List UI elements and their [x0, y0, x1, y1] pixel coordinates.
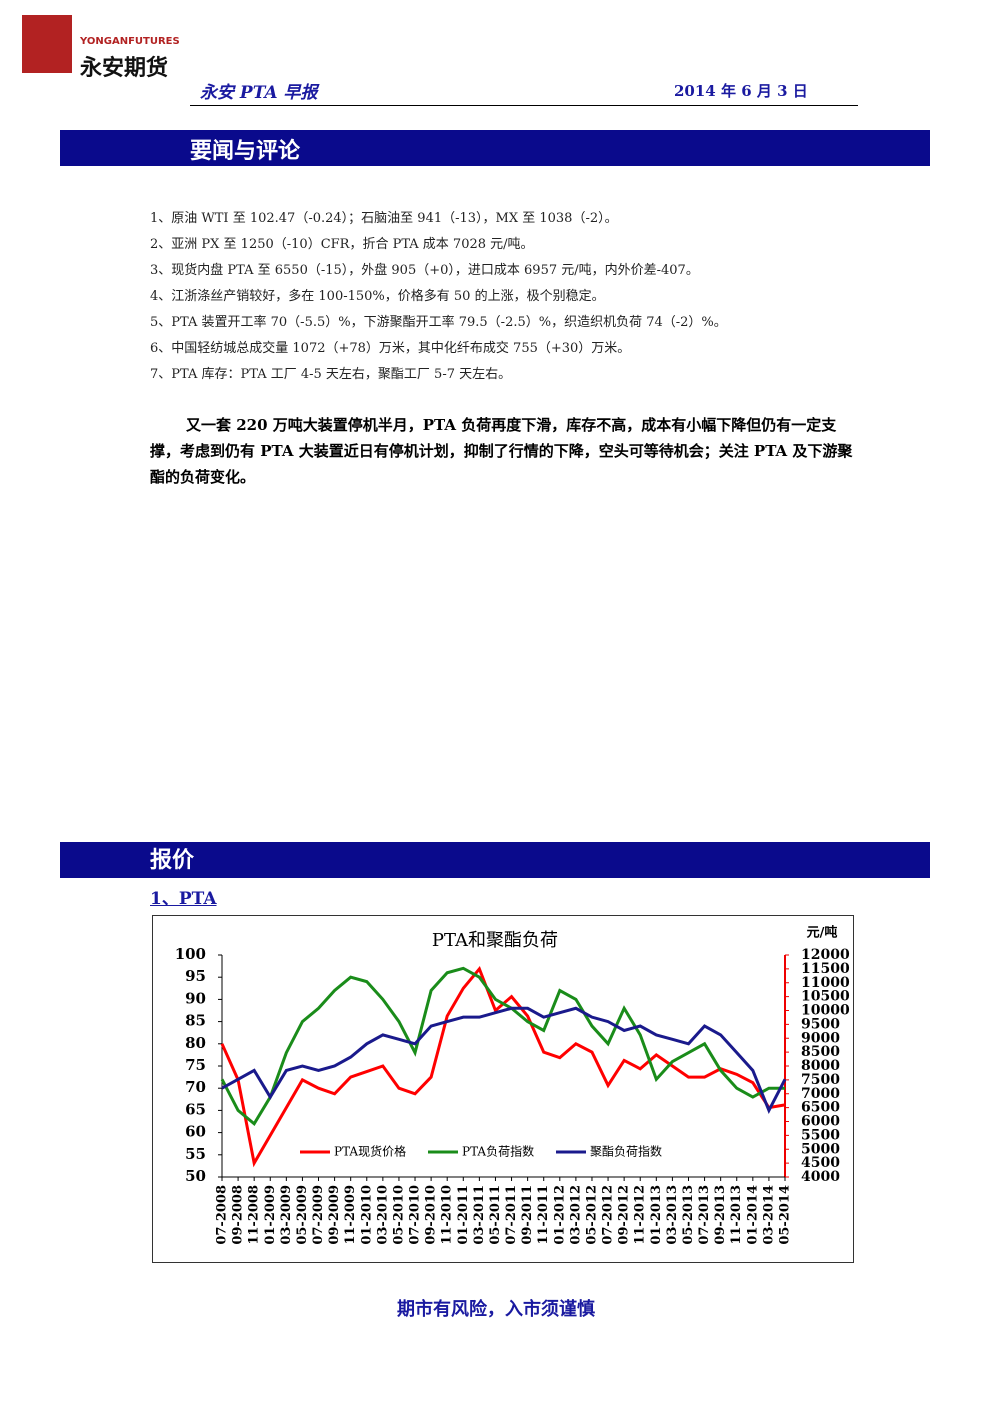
y2-tick-label: 5500 [801, 1127, 840, 1143]
x-tick-label: 09-2009 [327, 1185, 342, 1245]
y-tick-label: 65 [185, 1100, 206, 1118]
x-tick-label: 11-2009 [343, 1185, 358, 1245]
x-tick-label: 01-2010 [359, 1185, 374, 1245]
x-tick-label: 01-2009 [263, 1185, 278, 1245]
x-tick-label: 05-2012 [584, 1185, 599, 1245]
x-tick-label: 11-2013 [729, 1185, 744, 1245]
x-tick-label: 11-2011 [536, 1185, 551, 1245]
y2-tick-label: 9000 [801, 1030, 840, 1046]
y-tick-label: 75 [185, 1056, 206, 1074]
report-title: 永安 PTA 早报 [200, 83, 318, 103]
y-tick-label: 85 [185, 1012, 206, 1030]
x-tick-label: 09-2008 [231, 1185, 246, 1245]
y2-tick-label: 12000 [801, 947, 850, 963]
y-tick-label: 100 [175, 945, 206, 963]
news-item: 3、现货内盘 PTA 至 6550（-15），外盘 905（+0），进口成本 6… [150, 263, 699, 278]
x-tick-label: 03-2009 [279, 1185, 294, 1245]
x-tick-label: 07-2011 [504, 1185, 519, 1245]
x-tick-label: 05-2009 [295, 1185, 310, 1245]
legend-label: PTA现货价格 [334, 1144, 406, 1159]
y2-tick-label: 8500 [801, 1044, 840, 1060]
x-tick-label: 05-2011 [488, 1185, 503, 1245]
x-tick-label: 03-2013 [665, 1185, 680, 1245]
chart-title: PTA和聚酯负荷 [432, 930, 558, 951]
series-line [220, 966, 785, 1126]
y-tick-label: 50 [185, 1167, 206, 1185]
x-tick-label: 11-2010 [440, 1185, 455, 1245]
y2-tick-label: 11500 [801, 961, 850, 977]
news-item: 2、亚洲 PX 至 1250（-10）CFR，折合 PTA 成本 7028 元/… [150, 237, 534, 252]
chart: PTA和聚酯负荷 元/吨 50 55 60 65 70 75 80 85 90 95 100 4000… [152, 915, 854, 1263]
y2-tick-label: 8000 [801, 1058, 840, 1074]
news-item: 6、中国轻纺城总成交量 1072（+78）万米，其中化纤布成交 755（+30）… [150, 341, 631, 356]
x-tick-label: 09-2012 [617, 1185, 632, 1245]
x-tick-label: 07-2009 [311, 1185, 326, 1245]
x-tick-label: 05-2014 [778, 1185, 793, 1245]
header-rule [190, 105, 858, 106]
x-tick-label: 03-2011 [472, 1185, 487, 1245]
legend-label: PTA负荷指数 [462, 1144, 534, 1159]
x-tick-label: 07-2012 [601, 1185, 616, 1245]
y-tick-label: 80 [185, 1034, 206, 1052]
x-tick-label: 05-2013 [681, 1185, 696, 1245]
section-banner: 要闻与评论 [60, 130, 930, 166]
section-subtitle: 1、PTA [150, 889, 217, 909]
news-item: 5、PTA 装置开工率 70（-5.5）%，下游聚酯开工率 79.5（-2.5）… [150, 315, 727, 330]
y-tick-label: 95 [185, 967, 206, 985]
y2-tick-label: 10000 [801, 1003, 850, 1019]
y2-axis-label: 元/吨 [807, 925, 838, 941]
y2-tick-label: 6000 [801, 1114, 840, 1130]
x-tick-label: 07-2013 [697, 1185, 712, 1245]
x-tick-label: 05-2010 [391, 1185, 406, 1245]
news-item: 7、PTA 库存：PTA 工厂 4-5 天左右，聚酯工厂 5-7 天左右。 [150, 367, 512, 382]
x-tick-label: 09-2010 [424, 1185, 439, 1245]
y2-tick-label: 10500 [801, 989, 850, 1005]
x-tick-label: 01-2012 [552, 1185, 567, 1245]
y2-tick-label: 9500 [801, 1016, 840, 1032]
y2-tick-label: 11000 [801, 975, 850, 991]
x-tick-label: 01-2013 [649, 1185, 664, 1245]
logo-cn: 永安期货 [80, 56, 169, 81]
report-date: 2014 年 6 月 3 日 [674, 82, 808, 100]
y2-tick-label: 7000 [801, 1086, 840, 1102]
y-tick-label: 90 [185, 989, 206, 1007]
y2-tick-label: 7500 [801, 1072, 840, 1088]
y2-tick-label: 6500 [801, 1100, 840, 1116]
x-tick-label: 01-2011 [456, 1185, 471, 1245]
logo-en: YONGANFUTURES [80, 36, 180, 47]
x-tick-label: 09-2011 [520, 1185, 535, 1245]
x-tick-label: 07-2010 [408, 1185, 423, 1245]
y2-tick-label: 5000 [801, 1141, 840, 1157]
y2-tick-label: 4500 [801, 1155, 840, 1171]
series-line [221, 1006, 787, 1114]
y2-tick-label: 4000 [801, 1169, 840, 1185]
section-banner: 报价 [60, 842, 930, 878]
legend-label: 聚酯负荷指数 [590, 1144, 662, 1159]
y-tick-label: 60 [185, 1123, 206, 1141]
x-tick-label: 09-2013 [713, 1185, 728, 1245]
x-tick-label: 11-2008 [247, 1185, 262, 1245]
x-tick-label: 01-2014 [745, 1185, 760, 1245]
y-tick-label: 55 [185, 1145, 206, 1163]
news-item: 4、江浙涤丝产销较好，多在 100-150%，价格多有 50 的上涨，极个别稳定… [150, 289, 605, 304]
footer-note: 期市有风险，入市须谨慎 [397, 1299, 595, 1320]
x-tick-label: 03-2012 [568, 1185, 583, 1245]
comment: 又一套 220 万吨大装置停机半月，PTA 负荷再度下滑，库存不高，成本有小幅下… [150, 416, 853, 486]
x-tick-label: 03-2010 [375, 1185, 390, 1245]
x-tick-label: 07-2008 [215, 1185, 230, 1245]
x-tick-label: 11-2012 [633, 1185, 648, 1245]
y-tick-label: 70 [185, 1078, 206, 1096]
x-tick-label: 03-2014 [761, 1185, 776, 1245]
news-item: 1、原油 WTI 至 102.47（-0.24）；石脑油至 941（-13），M… [150, 211, 618, 226]
logo-mark [22, 15, 72, 73]
